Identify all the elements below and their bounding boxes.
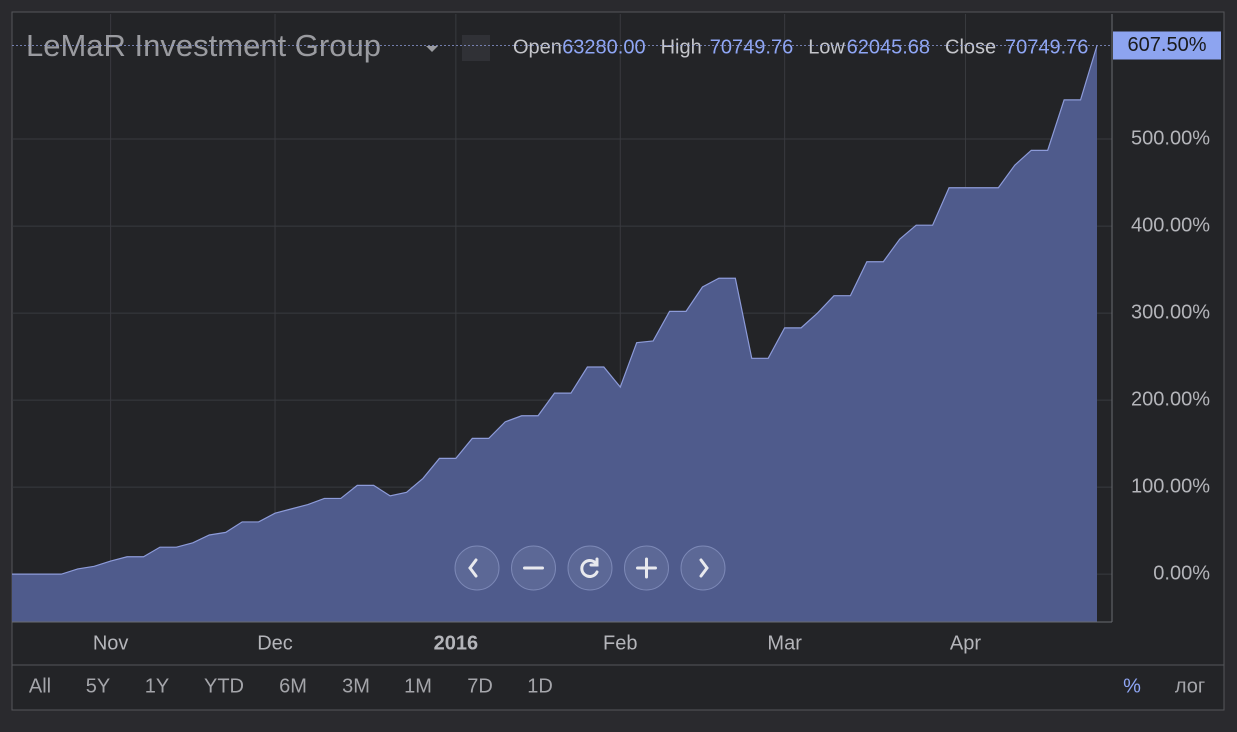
nav-button[interactable]	[567, 545, 613, 591]
range-button[interactable]: 5Y	[86, 675, 110, 697]
nav-icon	[699, 558, 709, 578]
x-tick-label: 2016	[434, 632, 479, 654]
settings-icon[interactable]	[462, 35, 490, 61]
range-button[interactable]: YTD	[204, 675, 244, 697]
area	[12, 45, 1097, 622]
nav-icon	[580, 557, 599, 578]
y-tick-label: 100.00%	[1131, 475, 1210, 497]
ohlc-value: 70749.76	[710, 36, 793, 58]
title-dropdown[interactable]	[426, 46, 438, 52]
mode-button[interactable]: %	[1123, 675, 1141, 697]
y-tick-label: 0.00%	[1153, 562, 1210, 584]
ohlc-label: Close	[945, 36, 996, 58]
x-tick-label: Feb	[603, 632, 637, 654]
y-tick-label: 200.00%	[1131, 388, 1210, 410]
ohlc-value: 62045.68	[847, 36, 930, 58]
nav-button[interactable]	[454, 545, 500, 591]
range-button[interactable]: 6M	[279, 675, 307, 697]
chart-title: LeMaR Investment Group	[26, 28, 381, 63]
y-tick-label: 500.00%	[1131, 127, 1210, 149]
ohlc-label: Low	[808, 36, 845, 58]
plot	[12, 14, 1113, 623]
x-tick-label: Dec	[257, 632, 293, 654]
range-button[interactable]: 1Y	[145, 675, 169, 697]
line	[12, 45, 1098, 575]
ohlc-label: High	[661, 36, 702, 58]
nav-button[interactable]	[680, 545, 726, 591]
range-button[interactable]: 1M	[404, 675, 432, 697]
x-tick-label: Nov	[93, 632, 129, 654]
ohlc-value: 63280.00	[562, 36, 645, 58]
range-button[interactable]: 1D	[527, 675, 553, 697]
last-value-label: 607.50%	[1128, 34, 1207, 56]
y-tick-label: 400.00%	[1131, 214, 1210, 236]
y-tick-label: 300.00%	[1131, 301, 1210, 323]
ohlc-value: 70749.76	[1005, 36, 1088, 58]
x-tick-label: Mar	[767, 632, 802, 654]
mode-button[interactable]: лог	[1175, 675, 1205, 697]
ohlc-label: Open	[513, 36, 562, 58]
range-button[interactable]: 7D	[467, 675, 493, 697]
x-tick-label: Apr	[950, 632, 981, 654]
last-value-box	[1113, 31, 1221, 60]
range-button[interactable]: All	[29, 675, 51, 697]
nav-icon	[468, 558, 478, 578]
nav-icon	[636, 557, 657, 579]
range-button[interactable]: 3M	[342, 675, 370, 697]
